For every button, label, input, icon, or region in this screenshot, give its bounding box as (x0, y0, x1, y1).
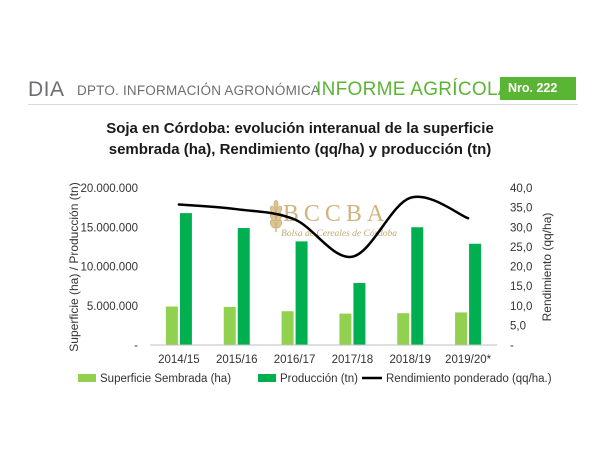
header-divider (28, 104, 578, 105)
bar-superficie (397, 313, 410, 345)
bar-superficie (281, 311, 294, 345)
legend-swatch-superficie (78, 374, 96, 382)
department-name: DPTO. INFORMACIÓN AGRONÓMICA (77, 83, 321, 98)
bar-superficie (339, 313, 352, 345)
x-tick-label: 2019/20* (445, 354, 492, 366)
wheat-icon (269, 200, 283, 232)
x-tick-label: 2017/18 (332, 354, 374, 366)
watermark-logo-text: BCCBA (283, 201, 389, 227)
bar-superficie (455, 312, 468, 345)
legend-swatch-produccion (258, 374, 276, 382)
right-tick-label: 15,0 (510, 281, 532, 293)
x-tick-label: 2014/15 (158, 354, 200, 366)
chart-title: Soja en Córdoba: evolución interanual de… (60, 118, 540, 160)
axes-group: 2014/15 2015/16 2016/17 2017/18 2018/19 2019/… (80, 183, 532, 366)
bar-produccion (411, 227, 424, 345)
left-tick-label: - (134, 340, 138, 352)
report-title: INFORME AGRÍCOLA (316, 79, 511, 100)
org-name: DIA (28, 78, 65, 101)
bar-produccion (469, 243, 482, 345)
bar-produccion (353, 282, 366, 345)
rendimiento-line (177, 195, 470, 258)
page-header: DIA DPTO. INFORMACIÓN AGRONÓMICA INFORME… (28, 74, 578, 104)
right-tick-label: 5,0 (510, 320, 526, 332)
right-tick-label: 25,0 (510, 242, 532, 254)
bar-superficie (223, 306, 236, 345)
report-number-badge: Nro. 222 (500, 77, 576, 100)
legend-label-superficie: Superficie Sembrada (ha) (100, 373, 231, 385)
bars-group (165, 213, 482, 345)
chart-title-line-1: Soja en Córdoba: evolución interanual de… (106, 120, 494, 137)
left-axis-title: Superficie (ha) / Producción (tn) (67, 182, 81, 351)
bar-produccion (295, 241, 308, 345)
watermark-subtitle: Bolsa de Cereales de Córdoba (281, 229, 397, 239)
x-tick-label: 2016/17 (274, 354, 316, 366)
bar-produccion (179, 213, 192, 345)
right-tick-label: 35,0 (510, 203, 532, 215)
right-tick-label: 10,0 (510, 301, 532, 313)
right-tick-label: - (510, 340, 514, 352)
left-tick-label: 20.000.000 (80, 183, 138, 195)
rendimiento-line-group (177, 195, 470, 258)
legend-label-produccion: Producción (tn) (280, 373, 358, 385)
left-tick-label: 5.000.000 (87, 301, 138, 313)
chart-title-line-2: sembrada (ha), Rendimiento (qq/ha) y pro… (108, 141, 492, 158)
right-axis-title: Rendimiento (qq/ha) (540, 213, 554, 322)
right-tick-label: 30,0 (510, 222, 532, 234)
left-tick-label: 10.000.000 (80, 262, 138, 274)
legend: Superficie Sembrada (ha) Producción (tn) R… (78, 373, 552, 385)
legend-label-rendimiento: Rendimiento ponderado (qq/ha.) (386, 373, 552, 385)
left-tick-label: 15.000.000 (80, 222, 138, 234)
bar-produccion (237, 228, 250, 345)
x-tick-label: 2015/16 (216, 354, 258, 366)
right-tick-label: 40,0 (510, 183, 532, 195)
x-tick-label: 2018/19 (389, 354, 431, 366)
right-tick-label: 20,0 (510, 262, 532, 274)
bar-superficie (165, 306, 178, 345)
